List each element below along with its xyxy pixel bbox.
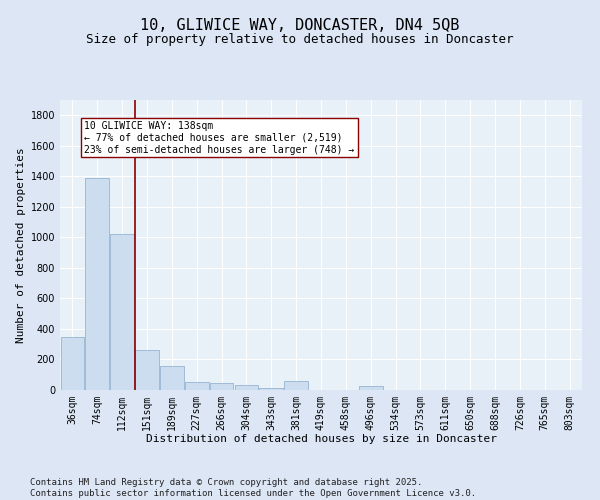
Bar [135, 350, 159, 390]
Bar [185, 382, 209, 390]
Bar [160, 366, 184, 390]
Y-axis label: Number of detached properties: Number of detached properties [16, 147, 26, 343]
Bar [85, 178, 109, 390]
Text: Size of property relative to detached houses in Doncaster: Size of property relative to detached ho… [86, 32, 514, 46]
X-axis label: Distribution of detached houses by size in Doncaster: Distribution of detached houses by size … [146, 434, 497, 444]
Text: 10 GLIWICE WAY: 138sqm
← 77% of detached houses are smaller (2,519)
23% of semi-: 10 GLIWICE WAY: 138sqm ← 77% of detached… [85, 122, 355, 154]
Bar [284, 381, 308, 390]
Text: Contains HM Land Registry data © Crown copyright and database right 2025.
Contai: Contains HM Land Registry data © Crown c… [30, 478, 476, 498]
Bar [110, 234, 134, 390]
Text: 10, GLIWICE WAY, DONCASTER, DN4 5QB: 10, GLIWICE WAY, DONCASTER, DN4 5QB [140, 18, 460, 32]
Bar [359, 386, 383, 390]
Bar [235, 384, 258, 390]
Bar [259, 388, 283, 390]
Bar [210, 383, 233, 390]
Bar [61, 336, 84, 390]
